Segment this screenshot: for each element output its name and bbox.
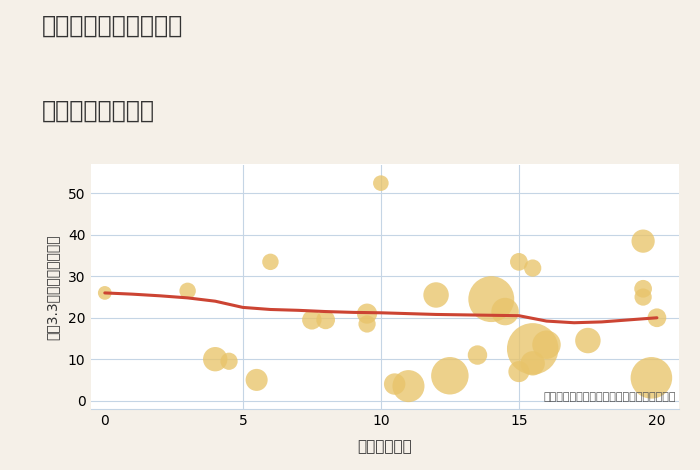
Point (527, 264, 538, 272)
Point (403, 383, 414, 390)
Point (320, 316, 331, 324)
Point (527, 360, 538, 367)
Point (472, 351, 483, 359)
Y-axis label: 坪（3.3㎡）単価（万円）: 坪（3.3㎡）単価（万円） (46, 234, 60, 339)
Point (638, 285, 649, 292)
Point (444, 372, 456, 379)
Point (182, 287, 193, 295)
Point (375, 180, 386, 187)
Point (389, 380, 400, 388)
Point (541, 341, 552, 348)
Point (638, 237, 649, 245)
Point (430, 291, 442, 299)
Point (99, 289, 111, 297)
Point (265, 258, 276, 266)
Point (638, 293, 649, 301)
Point (582, 337, 594, 345)
Text: 愛知県一宮市苅安賀の: 愛知県一宮市苅安賀の (42, 14, 183, 38)
Point (486, 295, 497, 303)
X-axis label: 駅距離（分）: 駅距離（分） (358, 439, 412, 454)
Point (361, 310, 372, 317)
Point (513, 258, 524, 266)
Point (209, 355, 220, 363)
Point (223, 358, 235, 365)
Point (306, 316, 317, 324)
Point (251, 376, 262, 384)
Point (500, 308, 511, 315)
Point (513, 368, 524, 376)
Text: 円の大きさは、取引のあった物件面積を示す: 円の大きさは、取引のあった物件面積を示す (544, 392, 676, 401)
Point (361, 320, 372, 328)
Text: 駅距離別土地価格: 駅距離別土地価格 (42, 99, 155, 123)
Point (651, 314, 662, 321)
Point (527, 345, 538, 352)
Point (646, 374, 657, 382)
